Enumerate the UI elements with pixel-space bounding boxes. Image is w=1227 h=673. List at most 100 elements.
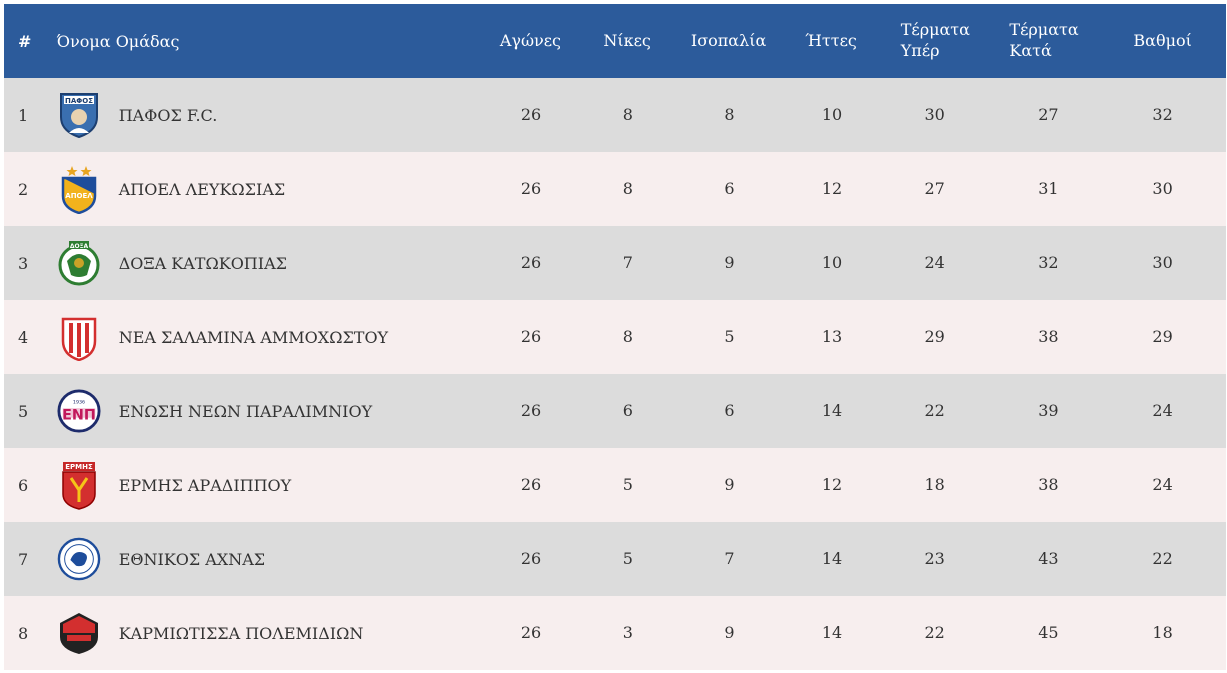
table-row: 5 ENП 1936 ΕΝΩΣΗ ΝΕΩΝ ΠΑΡΑΛΙΜΝΙΟΥ 26 6 6 …	[4, 374, 1226, 448]
header-gf-line1: Τέρματα	[900, 20, 970, 40]
row-losses: 14	[821, 400, 843, 420]
table-row: 6 ΕΡΜΗΣ ΕΡΜΗΣ ΑΡΑΔΙΠΠΟΥ 26 5 9 12 18 38 …	[4, 448, 1226, 522]
header-team-label: Όνομα Ομάδας	[56, 31, 180, 51]
row-goals-against: 39	[1038, 400, 1059, 420]
header-ga-line2: Κατά	[1009, 41, 1052, 60]
team-name: ΕΝΩΣΗ ΝΕΩΝ ΠΑΡΑΛΙΜΝΙΟΥ	[118, 401, 373, 421]
team-name: ΚΑΡΜΙΩΤΙΣΣΑ ΠΟΛΕΜΙΔΙΩΝ	[118, 623, 364, 643]
row-goals-for: 22	[924, 622, 945, 642]
row-draws: 9	[724, 474, 735, 494]
team-name: ΑΠΟΕΛ ΛΕΥΚΩΣΙΑΣ	[118, 179, 286, 199]
header-points: Βαθμοί	[1133, 30, 1192, 50]
row-points: 22	[1152, 548, 1173, 568]
team-name: ΠΑΦΟΣ F.C.	[118, 105, 218, 125]
svg-text:ENП: ENП	[62, 408, 96, 424]
header-team: Όνομα Ομάδας	[57, 32, 473, 51]
row-played: 26	[520, 104, 542, 124]
row-draws: 5	[724, 326, 735, 346]
row-team[interactable]: ΕΘΝΙΚΟΣ ΑΧΝΑΣ	[57, 535, 473, 583]
row-position: 7	[18, 549, 29, 569]
row-points: 30	[1152, 252, 1173, 272]
header-goals-against: Τέρματα Κατά	[997, 20, 1099, 62]
team-name: ΕΘΝΙΚΟΣ ΑΧΝΑΣ	[118, 549, 266, 569]
row-goals-for: 24	[924, 252, 945, 272]
svg-text:ΔΟΞΑ: ΔΟΞΑ	[70, 243, 89, 250]
header-draws: Ισοπαλία	[690, 30, 767, 50]
table-row: 7 ΕΘΝΙΚΟΣ ΑΧΝΑΣ 26 5 7 14 23 43 22	[4, 522, 1226, 596]
row-played: 26	[520, 178, 542, 198]
row-wins: 5	[622, 474, 633, 494]
row-losses: 10	[821, 104, 843, 124]
row-team[interactable]: ΑΠΟΕΛ ΑΠΟΕΛ ΛΕΥΚΩΣΙΑΣ	[57, 165, 473, 214]
row-goals-for: 23	[924, 548, 945, 568]
svg-text:ΑΠΟΕΛ: ΑΠΟΕΛ	[65, 192, 93, 200]
row-draws: 9	[724, 252, 735, 272]
header-losses: Ήττες	[805, 30, 857, 50]
table-row: 2 ΑΠΟΕΛ ΑΠΟΕΛ ΛΕΥΚΩΣΙΑΣ 26 8 6 12 27 31 …	[4, 152, 1226, 226]
svg-text:ΠΑΦΟΣ: ΠΑΦΟΣ	[65, 97, 93, 105]
row-team[interactable]: ΔΟΞΑ ΔΟΞΑ ΚΑΤΩΚΟΠΙΑΣ	[57, 239, 473, 287]
row-wins: 7	[622, 252, 633, 272]
row-wins: 5	[622, 548, 633, 568]
row-played: 26	[520, 474, 542, 494]
row-position: 1	[18, 105, 29, 125]
row-losses: 12	[821, 474, 843, 494]
row-team[interactable]: ΚΑΡΜΙΩΤΙΣΣΑ ΠΟΛΕΜΙΔΙΩΝ	[57, 609, 473, 657]
row-goals-against: 32	[1038, 252, 1059, 272]
row-wins: 8	[622, 104, 633, 124]
table-row: 1 ΠΑΦΟΣ ΠΑΦΟΣ F.C. 26 8 8 10 30 27 32	[4, 78, 1226, 152]
header-goals-for: Τέρματα Υπέρ	[871, 20, 998, 62]
row-position: 5	[18, 401, 29, 421]
ethnikos-crest-icon	[57, 535, 101, 583]
row-position: 2	[18, 179, 29, 199]
apoel-crest-icon: ΑΠΟΕΛ	[57, 165, 101, 214]
header-ga-line1: Τέρματα	[1009, 20, 1079, 40]
standings-table: # Όνομα Ομάδας Αγώνες Νίκες Ισοπαλία Ήττ…	[4, 4, 1226, 670]
row-goals-for: 30	[924, 104, 945, 124]
ermis-crest-icon: ΕΡΜΗΣ	[57, 461, 101, 510]
row-goals-for: 22	[924, 400, 945, 420]
karmiotissa-crest-icon	[57, 609, 101, 657]
row-team[interactable]: ΝΕΑ ΣΑΛΑΜΙΝΑ ΑΜΜΟΧΩΣΤΟΥ	[57, 313, 473, 361]
row-team[interactable]: ENП 1936 ΕΝΩΣΗ ΝΕΩΝ ΠΑΡΑΛΙΜΝΙΟΥ	[57, 387, 473, 435]
table-row: 4 ΝΕΑ ΣΑΛΑΜΙΝΑ ΑΜΜΟΧΩΣΤΟΥ 26 8 5 13 29 3…	[4, 300, 1226, 374]
row-team[interactable]: ΕΡΜΗΣ ΕΡΜΗΣ ΑΡΑΔΙΠΠΟΥ	[57, 461, 473, 510]
row-played: 26	[520, 622, 542, 642]
row-position: 3	[18, 253, 29, 273]
row-losses: 10	[821, 252, 843, 272]
pafos-crest-icon: ΠΑΦΟΣ	[57, 91, 101, 139]
row-losses: 14	[821, 622, 843, 642]
row-goals-against: 38	[1038, 474, 1059, 494]
row-goals-for: 27	[924, 178, 945, 198]
row-points: 29	[1152, 326, 1173, 346]
nea-salamina-crest-icon	[57, 313, 101, 361]
row-draws: 7	[724, 548, 735, 568]
row-points: 18	[1152, 622, 1173, 642]
row-goals-for: 29	[924, 326, 945, 346]
table-row: 8 ΚΑΡΜΙΩΤΙΣΣΑ ΠΟΛΕΜΙΔΙΩΝ 26 3 9 14 22 45…	[4, 596, 1226, 670]
row-played: 26	[520, 326, 542, 346]
row-draws: 6	[724, 400, 735, 420]
row-losses: 12	[821, 178, 843, 198]
row-draws: 9	[724, 622, 735, 642]
row-goals-for: 18	[924, 474, 945, 494]
row-points: 30	[1152, 178, 1173, 198]
svg-text:ΕΡΜΗΣ: ΕΡΜΗΣ	[65, 463, 93, 471]
row-wins: 3	[622, 622, 633, 642]
row-team[interactable]: ΠΑΦΟΣ ΠΑΦΟΣ F.C.	[57, 91, 473, 139]
row-wins: 6	[622, 400, 633, 420]
enp-crest-icon: ENП 1936	[57, 387, 101, 435]
header-gf-line2: Υπέρ	[900, 41, 940, 60]
row-points: 24	[1152, 400, 1173, 420]
row-losses: 13	[821, 326, 843, 346]
header-wins: Νίκες	[603, 30, 651, 50]
row-position: 8	[18, 623, 29, 643]
doxa-crest-icon: ΔΟΞΑ	[57, 239, 101, 287]
header-position: #	[18, 31, 32, 51]
row-goals-against: 31	[1038, 178, 1059, 198]
row-wins: 8	[622, 178, 633, 198]
row-goals-against: 45	[1038, 622, 1059, 642]
table-header: # Όνομα Ομάδας Αγώνες Νίκες Ισοπαλία Ήττ…	[4, 4, 1226, 78]
header-played: Αγώνες	[499, 30, 561, 50]
row-goals-against: 38	[1038, 326, 1059, 346]
